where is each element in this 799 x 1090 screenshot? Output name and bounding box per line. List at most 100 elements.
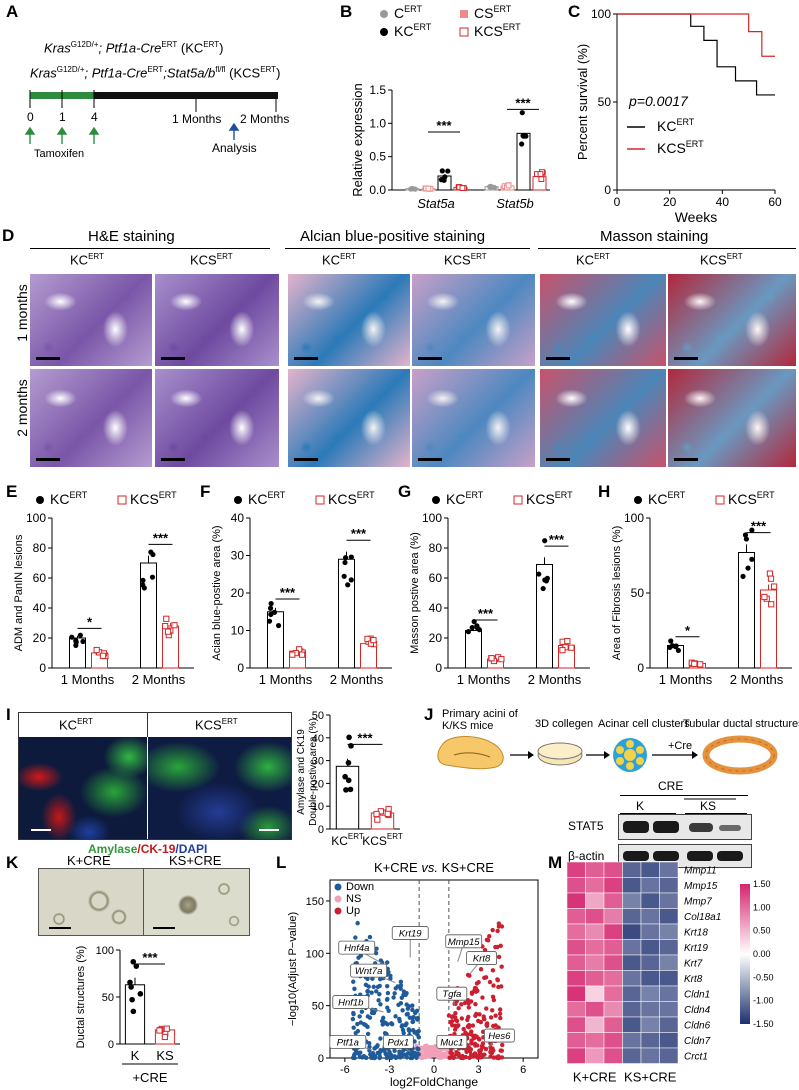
point-up [488,1015,494,1020]
point-down [404,1055,410,1060]
heatmap-cell [585,923,605,940]
heatmap-cell [585,1047,605,1064]
point-down [360,1055,365,1060]
tick-label-y: 0 [318,1053,324,1065]
sig-label: *** [280,585,296,600]
col-label-4: KCSERT [444,252,487,268]
data-point [341,573,347,579]
heatmap-gene-label: Mmp11 [684,866,717,877]
point-down [414,1055,419,1060]
axis-label-y: ADM and PanIN lesions [13,534,25,651]
tick-label-y: 80 [429,541,443,555]
point-down [386,1008,391,1014]
point-down [367,1015,373,1020]
tick-label-x: 6 [520,1064,526,1076]
point-down [384,997,390,1002]
point-up [473,1001,478,1007]
point-down [381,1015,386,1021]
tick-1-month: 1 Months [172,112,222,126]
tick-label-x: 1 Months [659,672,713,687]
tick-label-x: 1 Months [61,672,115,687]
point-down [375,984,381,990]
tick-label-y: 0 [39,661,46,675]
heatmap-cell [603,892,623,909]
analysis-arrow [228,122,240,140]
data-point [498,656,505,663]
heatmap-cell [603,1047,623,1064]
heatmap-cell [585,892,605,909]
legend-marker [380,28,388,36]
step-3d-collagen: 3D collegen [535,718,594,730]
tick-label-x: 2 Months [330,672,384,687]
tick-label-x: 1 Months [457,672,511,687]
tick-label-y: 60 [33,571,47,585]
point-down [350,1055,356,1061]
data-point [73,642,79,648]
tick-label-x: 40 [716,195,730,209]
point-up [478,1053,483,1058]
tick-label-y: 0.0 [369,183,386,197]
data-point [268,600,274,607]
data-point [538,176,545,183]
point-down [370,976,375,981]
point-up [499,964,504,969]
heatmap-cell [622,1047,642,1064]
point-down [413,1010,418,1016]
data-point [770,583,778,590]
point-down [384,983,390,989]
heatmap-cell [659,1047,679,1064]
point-ns [428,1045,433,1050]
point-down [351,1010,356,1016]
heatmap-gene-label: Cldn7 [684,1036,711,1047]
step-tubular-ducts: Tubular ductal structures [683,718,799,730]
point-down [363,1055,369,1061]
data-point [347,786,354,793]
point-up [490,994,496,1000]
point-down [356,955,361,960]
tick-label-y: 1.5 [369,83,386,97]
heatmap-cell [659,892,679,909]
histology-image-r1-c4 [412,274,535,366]
gene-label-box [350,963,388,978]
heatmap-cell [640,1047,660,1064]
point-down [401,1030,406,1036]
point-up [455,1024,460,1029]
heatmap-group-label: KS+CRE [624,1070,677,1085]
axis-label-x: log2FoldChange [390,1075,478,1089]
analysis-label: Analysis [212,141,257,155]
legend-label: KCERT [394,22,432,39]
axis-label-y: Area of Fibrosis lesions (%) [611,526,623,661]
point-up [497,1011,503,1016]
tick-label-y: 40 [231,511,245,525]
point-down [369,1053,374,1058]
legend-marker [334,883,342,891]
tick-label-y: 20 [312,778,324,790]
if-stain-legend: Amylase/CK-19/DAPI [88,842,208,856]
point-down [374,989,379,994]
heatmap-cell [585,1032,605,1049]
point-down [416,1035,422,1040]
point-up [491,1023,496,1029]
gene-label-mmp15: Mmp15 [448,937,480,948]
tick-label-y: 10 [312,801,324,813]
group-he: H&E staining [88,228,175,245]
gene-label-muc1: Muc1 [440,1037,463,1048]
point-down [374,946,379,951]
heatmap-cell [622,861,642,878]
heatmap-cell [659,985,679,1002]
data-point [374,816,381,823]
organoid-label-k: K+CRE [67,853,111,868]
heatmap-cell [585,985,605,1002]
scale-bar [546,458,570,461]
point-down [366,984,371,989]
point-down [378,1002,383,1007]
point-ns [430,1049,435,1054]
data-point [370,637,377,644]
data-point [474,623,480,629]
point-down [365,1031,371,1037]
legend-label: KCSERT [728,490,775,507]
point-down [352,986,357,992]
point-down [399,1024,404,1029]
